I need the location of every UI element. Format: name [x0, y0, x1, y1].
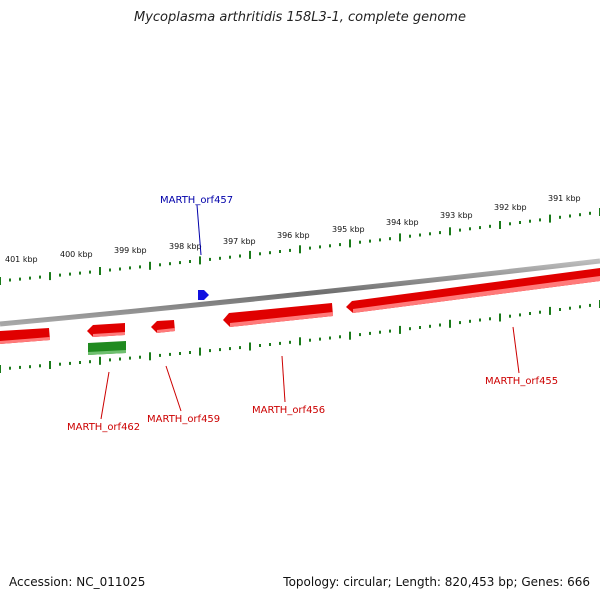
gene-arrow-shadow [157, 328, 175, 333]
outer-tick-track [0, 208, 600, 285]
tick-label: 393 kbp [440, 211, 473, 220]
tick-label: 396 kbp [277, 231, 310, 240]
gene-label[interactable]: MARTH_orf462 [67, 422, 140, 433]
tick-label: 397 kbp [223, 237, 256, 246]
gene-label[interactable]: MARTH_orf455 [485, 376, 558, 387]
gene-left-partial[interactable] [0, 328, 50, 344]
gene-arrow[interactable] [198, 290, 209, 300]
gene-label[interactable]: MARTH_orf457 [160, 195, 233, 206]
gene-leader-line [512, 326, 520, 374]
gene-block-green-shadow [88, 350, 126, 355]
tick-label: 400 kbp [60, 250, 93, 259]
accession-label: Accession: NC_011025 [9, 575, 146, 589]
gene-label[interactable]: MARTH_orf459 [147, 414, 220, 425]
tick-label: 398 kbp [169, 242, 202, 251]
inner-tick-track [0, 300, 600, 373]
tick-label: 391 kbp [548, 194, 581, 203]
gene-label[interactable]: MARTH_orf456 [252, 405, 325, 416]
genome-backbone [0, 258, 600, 327]
gene-arrow-shadow [0, 337, 50, 344]
tick-label: 401 kbp [5, 255, 38, 264]
gene-arrow-shadow [353, 276, 600, 313]
tick-label: 399 kbp [114, 246, 147, 255]
gene-orf456[interactable]: MARTH_orf456 [223, 303, 333, 416]
gene-leader-line [196, 204, 202, 256]
gene-leader-line [165, 365, 182, 412]
scale-labels: 401 kbp 400 kbp 399 kbp 398 kbp 397 kbp … [5, 194, 581, 264]
gene-leader-line [281, 355, 286, 403]
gene-leader-line [100, 371, 110, 420]
tick-label: 394 kbp [386, 218, 419, 227]
gene-arrow-shadow [230, 312, 333, 327]
genome-title: Mycoplasma arthritidis 158L3-1, complete… [134, 10, 466, 25]
genome-stats: Topology: circular; Length: 820,453 bp; … [283, 575, 590, 589]
gene-orf462[interactable]: MARTH_orf462 [67, 323, 140, 433]
gene-orf455[interactable]: MARTH_orf455 [346, 268, 600, 387]
gene-orf457[interactable]: MARTH_orf457 [160, 195, 233, 300]
gene-orf459[interactable]: MARTH_orf459 [147, 320, 220, 425]
gene-arrow-shadow [93, 332, 125, 337]
tick-label: 392 kbp [494, 203, 527, 212]
tick-label: 395 kbp [332, 225, 365, 234]
